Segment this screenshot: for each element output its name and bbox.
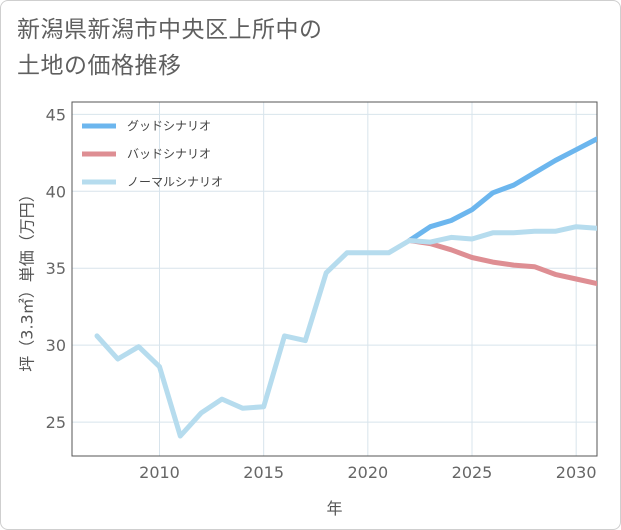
chart-title: 新潟県新潟市中央区上所中の 土地の価格推移	[17, 12, 323, 84]
x-tick-label: 2025	[452, 463, 493, 482]
y-tick-label: 40	[46, 182, 66, 201]
x-tick-label: 2020	[347, 463, 388, 482]
y-tick-label: 30	[46, 336, 66, 355]
title-line-2: 土地の価格推移	[17, 53, 182, 79]
grid-lines	[72, 102, 597, 456]
title-line-1: 新潟県新潟市中央区上所中の	[17, 17, 323, 43]
legend-item-label: グッドシナリオ	[127, 119, 211, 133]
legend-item-label: ノーマルシナリオ	[127, 175, 223, 189]
series-line-0	[407, 136, 597, 243]
y-tick-label: 45	[46, 105, 66, 124]
y-tick-label: 35	[46, 259, 66, 278]
legend-item-label: バッドシナリオ	[127, 147, 211, 161]
y-tick-label: 25	[46, 413, 66, 432]
plot-area	[71, 101, 598, 457]
y-axis-ticks: 25 30 35 40 45	[46, 105, 66, 432]
series-line-1	[407, 238, 597, 287]
plot-border	[71, 101, 598, 457]
x-tick-label: 2030	[556, 463, 597, 482]
y-axis-label: 坪（3.3㎡）単価（万円）	[18, 186, 37, 371]
series-lines	[94, 136, 597, 439]
x-tick-label: 2015	[243, 463, 284, 482]
x-axis-label: 年	[326, 499, 342, 518]
x-tick-label: 2010	[139, 463, 180, 482]
x-axis-ticks: 2010 2015 2020 2025 2030	[139, 463, 596, 482]
series-line-2	[94, 224, 597, 439]
